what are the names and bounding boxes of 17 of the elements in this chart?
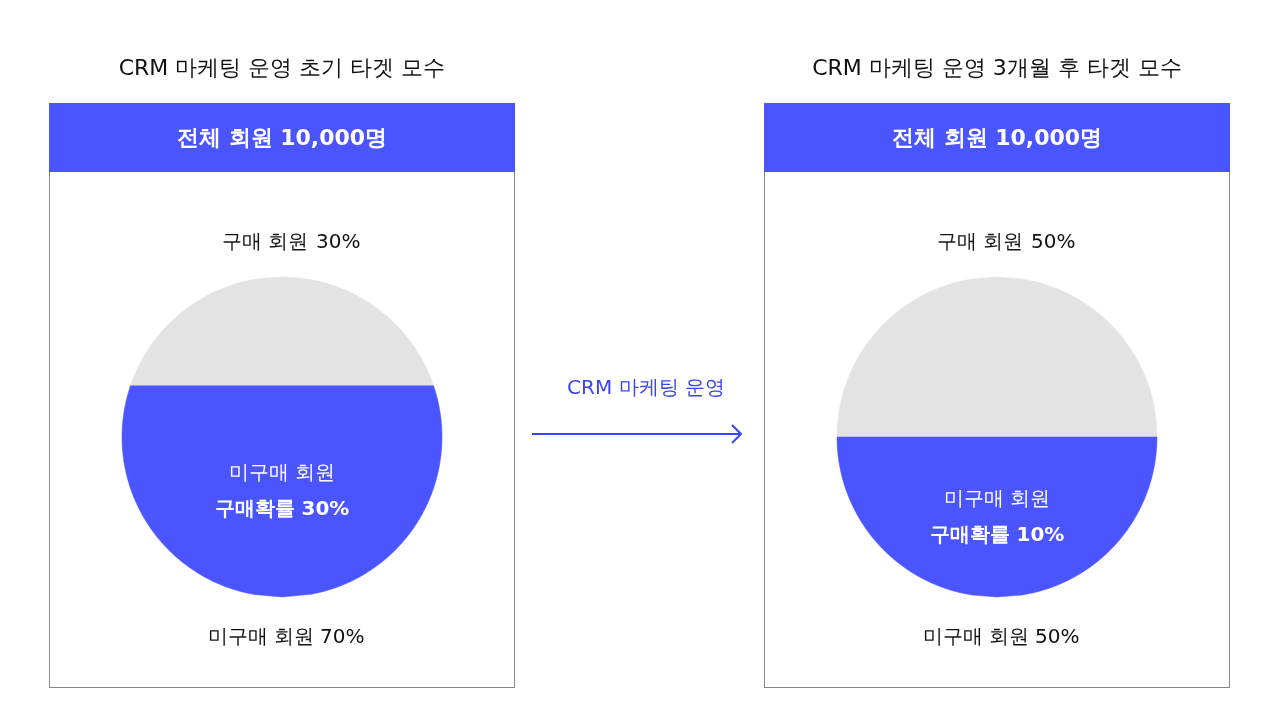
- data-label: 50%: [1031, 229, 1076, 253]
- text: 구매확률 30%: [214, 496, 350, 521]
- text: CRM 마케팅 운영: [567, 375, 725, 399]
- text: 미구매 회원: [943, 486, 1051, 510]
- text: 전체 회원 10,000명: [891, 125, 1103, 150]
- data-label: 50%: [1035, 624, 1080, 648]
- text: 전체 회원 10,000명: [176, 125, 388, 150]
- category-label: 구매 회원: [936, 229, 1023, 253]
- category-label: 미구매 회원: [207, 624, 314, 648]
- category-label: 미구매 회원: [922, 624, 1029, 648]
- data-label: 30%: [316, 229, 361, 253]
- data-label: 70%: [320, 624, 365, 648]
- text: 미구매 회원: [228, 460, 336, 485]
- text: CRM 마케팅 운영 3개월 후 타겟 모수: [812, 55, 1182, 80]
- category-label: 구매 회원: [221, 229, 308, 253]
- text: 구매확률 10%: [929, 522, 1065, 546]
- text: CRM 마케팅 운영 초기 타겟 모수: [118, 55, 446, 80]
